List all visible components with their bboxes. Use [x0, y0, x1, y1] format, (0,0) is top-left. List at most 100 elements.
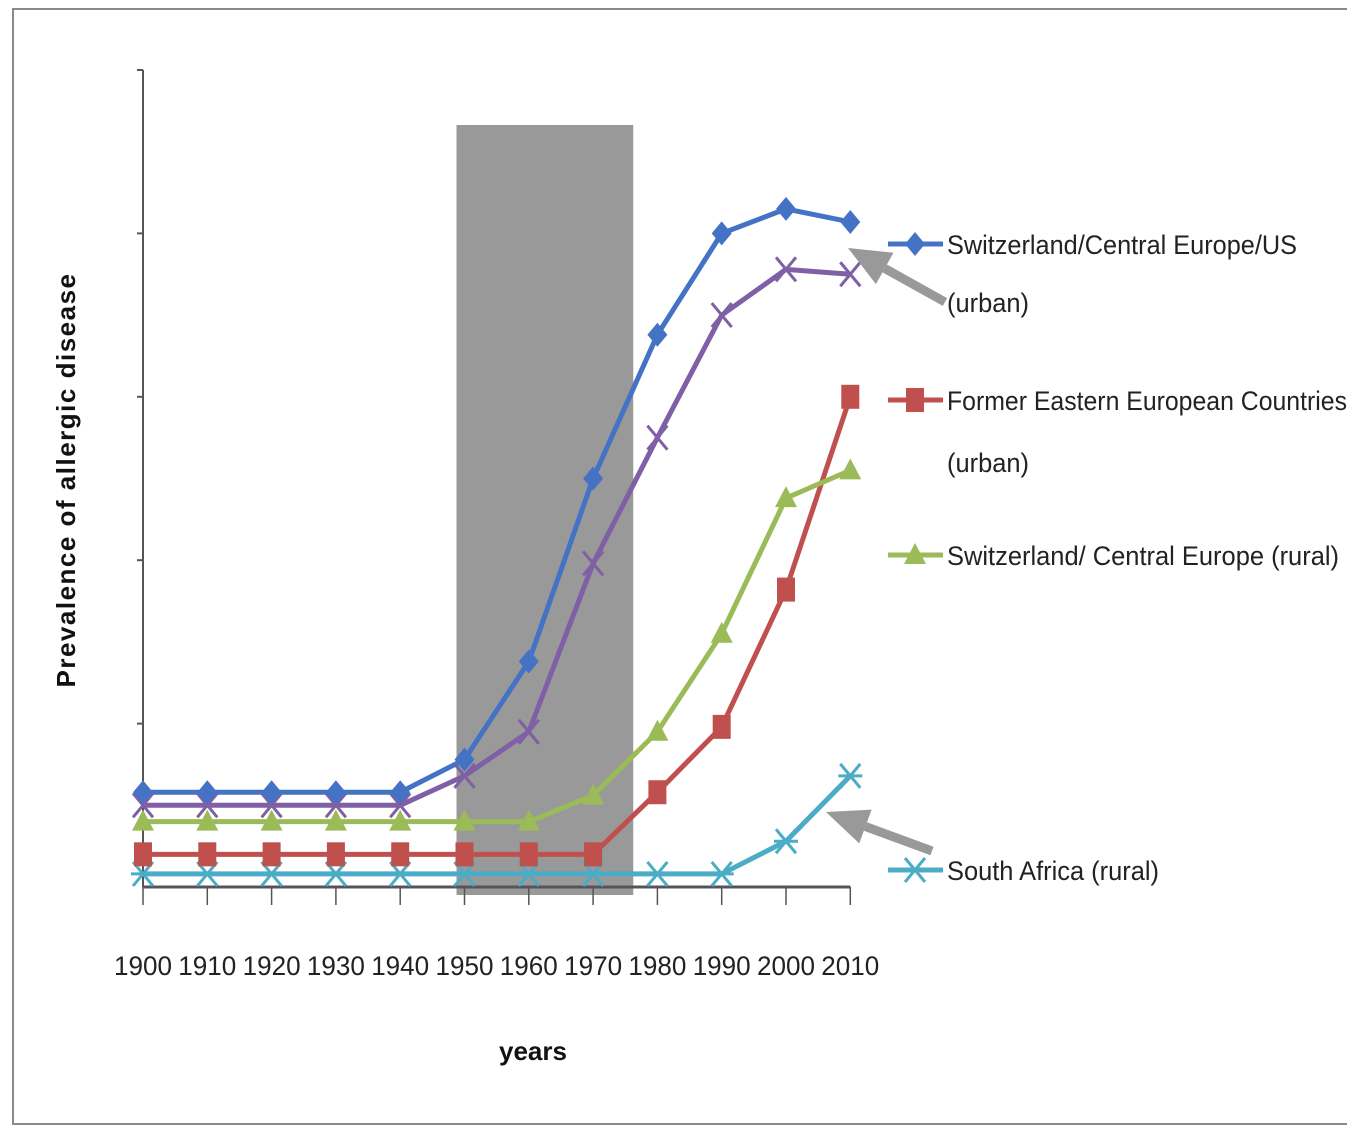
series-5 — [131, 762, 863, 887]
data-point — [517, 809, 540, 831]
data-point — [582, 783, 605, 805]
legend-label: South Africa (rural) — [947, 856, 1159, 886]
data-point — [517, 718, 540, 745]
legend-label: (urban) — [947, 288, 1029, 318]
x-tick-label: 1960 — [500, 951, 558, 981]
data-point — [840, 209, 861, 234]
series-4 — [132, 458, 862, 831]
data-point — [709, 860, 734, 887]
x-tick-label: 1950 — [436, 951, 494, 981]
series-1 — [133, 196, 861, 805]
data-point — [454, 747, 475, 772]
data-point — [584, 842, 603, 867]
x-tick-label: 1970 — [564, 951, 622, 981]
data-point — [645, 860, 670, 887]
data-point — [197, 780, 218, 805]
series-line — [143, 266, 851, 808]
y-axis-title: Prevalence of allergic disease — [51, 273, 81, 688]
data-point — [324, 792, 348, 819]
legend-label: Former Eastern European Countries — [947, 386, 1347, 416]
data-point — [777, 577, 795, 602]
data-point — [196, 792, 219, 819]
x-tick-label: 2000 — [757, 951, 815, 981]
data-point — [841, 384, 860, 409]
x-tick-label: 1980 — [628, 951, 686, 981]
data-point — [775, 486, 797, 508]
data-point — [646, 719, 669, 741]
data-point — [391, 842, 410, 867]
data-point — [710, 621, 733, 643]
legend-entry: Former Eastern European Countries (urban) — [888, 386, 1347, 478]
axes — [137, 69, 852, 905]
series-line — [143, 396, 853, 857]
series-line — [143, 206, 851, 795]
data-point — [453, 762, 476, 789]
legend-label: Switzerland/ Central Europe (rural) — [947, 541, 1339, 571]
data-point — [518, 649, 539, 674]
data-point — [260, 809, 283, 831]
data-point — [262, 842, 281, 867]
data-point — [453, 809, 476, 831]
legend-entry: Switzerland/Central Europe/US (urban) — [888, 230, 1297, 318]
data-point — [774, 828, 798, 855]
series-layer — [131, 196, 863, 887]
legend-swatch-marker — [905, 232, 925, 256]
shaded-region-layer — [456, 125, 634, 895]
legend-swatch-marker — [903, 857, 927, 883]
x-tick-label: 1900 — [114, 951, 172, 981]
series-2 — [131, 256, 862, 819]
legend-swatch-marker — [906, 388, 924, 412]
data-point — [326, 842, 345, 867]
annotation-arrow — [848, 248, 948, 306]
data-point — [647, 322, 668, 347]
data-point — [455, 842, 474, 867]
data-point — [389, 809, 412, 831]
data-point — [774, 256, 798, 283]
shaded-region — [456, 125, 634, 895]
data-point — [712, 714, 731, 739]
annotation-arrow — [826, 809, 934, 856]
data-point — [648, 780, 667, 805]
x-tick-label: 1910 — [178, 951, 236, 981]
data-point — [324, 809, 347, 831]
x-axis-title: years — [499, 1036, 567, 1066]
legend-label: Switzerland/Central Europe/US — [947, 230, 1297, 260]
data-point — [133, 780, 153, 805]
data-point — [646, 424, 669, 451]
annotation-arrows — [826, 248, 948, 856]
data-point — [134, 842, 152, 867]
data-point — [710, 302, 733, 329]
x-tick-label: 1990 — [693, 951, 751, 981]
legend-entry: Switzerland/ Central Europe (rural) — [888, 541, 1339, 571]
data-point — [581, 550, 605, 577]
data-point — [839, 261, 862, 288]
legend-entry: South Africa (rural) — [888, 856, 1159, 886]
data-point — [839, 458, 862, 480]
x-tick-label: 1920 — [243, 951, 301, 981]
x-tick-label: 1940 — [371, 951, 429, 981]
data-point — [131, 792, 155, 819]
data-point — [260, 792, 283, 819]
legend-swatch-marker — [904, 543, 926, 564]
data-point — [325, 780, 346, 805]
legend-label: (urban) — [947, 448, 1029, 478]
data-point — [838, 762, 863, 789]
data-point — [583, 466, 604, 491]
data-point — [389, 792, 412, 819]
chart-frame — [12, 8, 1347, 1125]
data-point — [261, 780, 282, 805]
data-point — [711, 221, 732, 246]
data-point — [776, 196, 796, 221]
x-tick-labels: 1900 1910 1920 1930 1940 1950 1960 1970 1980 1990… — [114, 951, 879, 981]
series-line — [143, 468, 852, 825]
data-point — [390, 780, 411, 805]
x-tick-label: 1930 — [307, 951, 365, 981]
data-point — [196, 809, 219, 831]
data-point — [519, 842, 538, 867]
series-3 — [134, 384, 860, 867]
legend: Switzerland/Central Europe/US(urban)Form… — [888, 230, 1347, 886]
data-point — [132, 809, 154, 831]
x-tick-label: 2010 — [821, 951, 879, 981]
data-point — [198, 842, 217, 867]
